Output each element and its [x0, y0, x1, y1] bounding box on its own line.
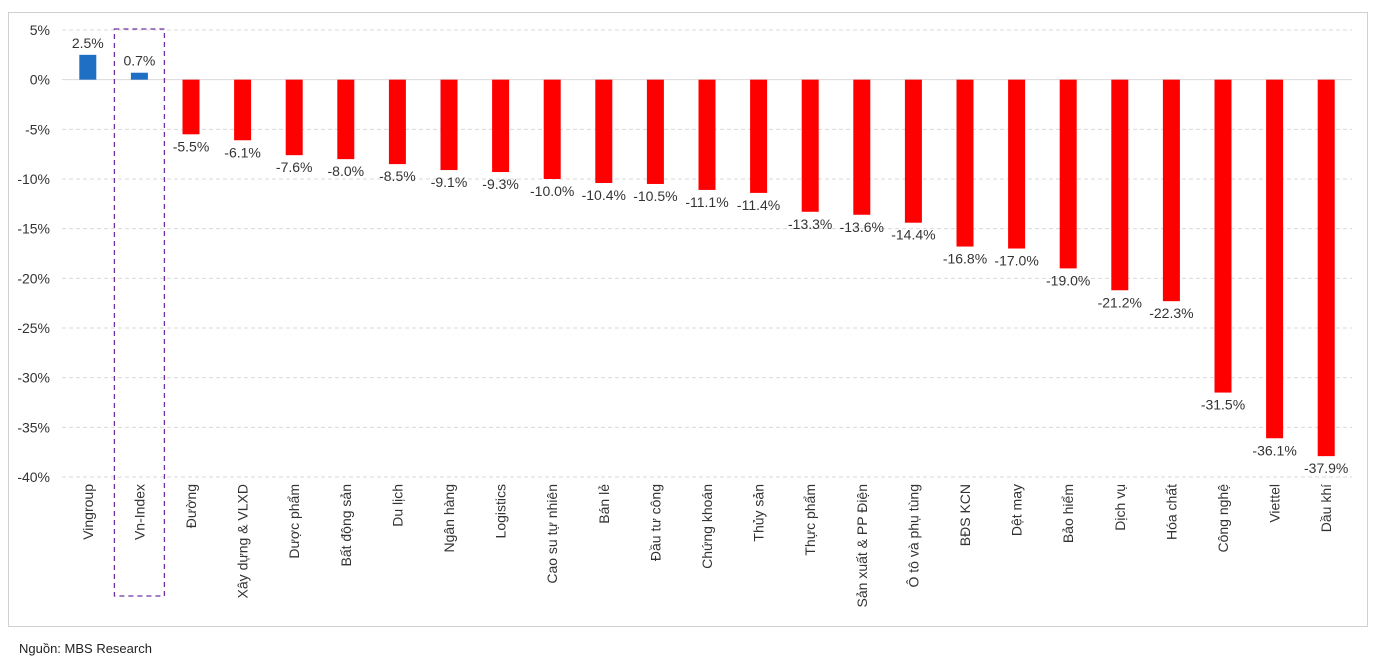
category-label: Logistics [493, 484, 509, 538]
vn-index-highlight-box [113, 28, 166, 597]
bar-viettel [1266, 79, 1284, 439]
category-label: Vn-Index [131, 484, 147, 540]
data-labels: 2.5% 0.7% -5.5% -6.1% -7.6% -8.0% -8.5% -9.1% -9… [72, 35, 1349, 476]
category-label: Chứng khoán [699, 484, 715, 569]
y-tick-label: -15% [17, 221, 50, 237]
y-axis-ticks: 5% 0% -5% -10% -15% -20% -25% -30% -35% -40% [17, 22, 50, 485]
category-labels: Vingroup Vn-Index Đường Xây dựng & VLXD Dược… [80, 484, 1334, 608]
bar-dau-tu-cong [646, 79, 664, 184]
data-label: -22.3% [1149, 305, 1193, 321]
bars [79, 54, 1335, 457]
category-label: BĐS KCN [957, 484, 973, 546]
data-label: -7.6% [276, 159, 313, 175]
data-label: -10.4% [582, 187, 626, 203]
data-label: -16.8% [943, 251, 987, 267]
category-label: Đường [183, 484, 199, 528]
y-tick-label: -10% [17, 171, 50, 187]
data-label: -9.3% [482, 176, 519, 192]
category-label: Viettel [1267, 484, 1283, 523]
data-label: -36.1% [1252, 442, 1296, 458]
category-label: Hóa chất [1163, 484, 1179, 540]
category-label: Du lịch [389, 484, 405, 527]
bar-xay-dung-vlxd [234, 79, 252, 141]
bar-chung-khoan [698, 79, 716, 190]
bar-thuy-san [750, 79, 768, 193]
y-tick-label: -30% [17, 370, 50, 386]
category-label: Bán lẻ [596, 484, 612, 524]
data-label: -8.0% [328, 163, 365, 179]
category-label: Dệt may [1009, 484, 1025, 536]
bar-hoa-chat [1162, 79, 1180, 302]
bar-duong [182, 79, 200, 135]
bar-cong-nghe [1214, 79, 1232, 393]
category-label: Vingroup [80, 484, 96, 540]
category-label: Sản xuất & PP Điện [854, 484, 870, 607]
y-tick-label: -35% [17, 419, 50, 435]
y-tick-label: -20% [17, 270, 50, 286]
bar-ngan-hang [440, 79, 458, 171]
bar-duoc-pham [285, 79, 303, 156]
data-label: -19.0% [1046, 272, 1090, 288]
data-label: -10.0% [530, 183, 574, 199]
data-label: -6.1% [224, 144, 261, 160]
data-label: -13.6% [840, 219, 884, 235]
y-tick-label: -40% [17, 469, 50, 485]
bar-chart: 5% 0% -5% -10% -15% -20% -25% -30% -35% -40% 2.5%… [17, 22, 1352, 608]
bar-du-lich [388, 79, 406, 165]
data-label: -11.4% [737, 197, 780, 213]
data-label: -9.1% [431, 174, 468, 190]
bar-ban-le [595, 79, 613, 183]
data-label: -8.5% [379, 168, 416, 184]
category-label: Xây dựng & VLXD [235, 484, 251, 598]
y-tick-label: 5% [30, 22, 50, 38]
bar-logistics [492, 79, 510, 173]
category-label: Cao su tự nhiên [544, 484, 560, 584]
category-label: Dịch vụ [1112, 484, 1128, 531]
chart-frame [8, 12, 1368, 627]
data-label: -5.5% [173, 138, 210, 154]
source-note: Nguồn: MBS Research [19, 641, 152, 656]
category-label: Dược phẩm [286, 484, 302, 559]
data-label: -37.9% [1304, 460, 1348, 476]
category-label: Thủy sản [751, 484, 767, 542]
bar-thuc-pham [801, 79, 819, 212]
bar-dau-khi [1317, 79, 1335, 457]
category-label: Công nghệ [1215, 484, 1231, 553]
bar-det-may [1008, 79, 1026, 249]
data-label: -21.2% [1098, 294, 1142, 310]
data-label: 2.5% [72, 35, 104, 51]
bar-san-xuat-pp-dien [853, 79, 871, 215]
category-label: Bảo hiểm [1060, 484, 1076, 543]
data-label: -31.5% [1201, 397, 1245, 413]
category-label: Bất động sản [338, 484, 354, 567]
data-label: -14.4% [891, 227, 935, 243]
category-label: Đầu tư công [647, 484, 663, 561]
bar-o-to-va-phu-tung [904, 79, 922, 223]
bar-vingroup [79, 54, 97, 80]
category-label: Dầu khí [1318, 484, 1334, 532]
bar-cao-su-tu-nhien [543, 79, 561, 179]
y-tick-label: -25% [17, 320, 50, 336]
data-label: -17.0% [994, 253, 1038, 269]
y-tick-label: -5% [25, 121, 50, 137]
bar-bat-dong-san [337, 79, 355, 160]
bar-bds-kcn [956, 79, 974, 247]
category-label: Ngân hàng [441, 484, 457, 553]
bar-vn-index [130, 72, 148, 80]
category-label: Thực phẩm [802, 484, 818, 556]
bar-dich-vu [1111, 79, 1129, 291]
category-label: Ô tô và phụ tùng [905, 484, 921, 588]
data-label: 0.7% [123, 53, 155, 69]
y-tick-label: 0% [30, 72, 50, 88]
bar-bao-hiem [1059, 79, 1077, 269]
data-label: -11.1% [685, 194, 728, 210]
data-label: -13.3% [788, 216, 832, 232]
data-label: -10.5% [633, 188, 677, 204]
